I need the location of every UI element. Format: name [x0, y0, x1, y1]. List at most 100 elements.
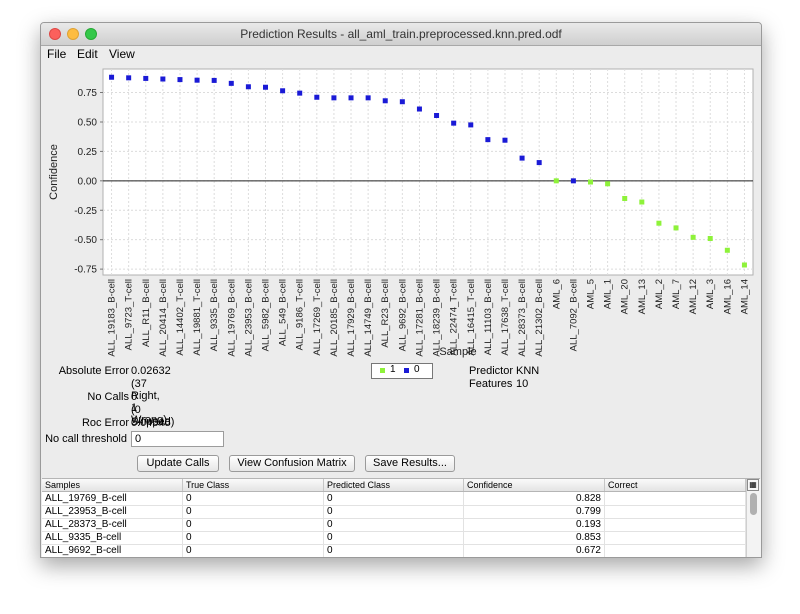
no-call-threshold-input[interactable]: 0	[131, 431, 224, 447]
column-header-correct[interactable]: Correct	[605, 479, 746, 491]
cell-true-class: 0	[183, 518, 324, 531]
predictor-label: Predictor	[469, 365, 514, 377]
x-tick-label: ALL_20185_B-cell	[329, 279, 340, 357]
view-confusion-matrix-button[interactable]: View Confusion Matrix	[229, 455, 355, 472]
data-point	[126, 75, 132, 81]
column-header-samples[interactable]: Samples	[42, 479, 183, 491]
roc-error-label: Roc Error	[81, 417, 129, 429]
cell-true-class: 0	[183, 544, 324, 557]
x-tick-label: AML_14	[739, 279, 750, 314]
features-label: Features	[469, 378, 513, 390]
column-control-icon[interactable]: ▦	[747, 479, 759, 491]
data-point	[485, 137, 491, 143]
data-point	[177, 77, 183, 83]
right-wrong-count: (37 Right, 1 Wrong)	[131, 378, 167, 426]
y-tick-label: -0.50	[74, 235, 97, 246]
x-tick-label: ALL_9335_B-cell	[209, 279, 220, 351]
table-scrollbar[interactable]	[746, 479, 761, 557]
data-point	[553, 178, 559, 184]
x-tick-label: ALL_21302_B-cell	[534, 279, 545, 357]
cell-confidence: 0.193	[464, 518, 605, 531]
y-tick-label: 0.50	[78, 117, 98, 128]
y-axis-label: Confidence	[48, 144, 60, 200]
x-tick-label: AML_6	[551, 279, 562, 309]
x-tick-label: AML_13	[637, 279, 648, 314]
update-calls-button[interactable]: Update Calls	[137, 455, 219, 472]
x-tick-label: ALL_20414_B-cell	[158, 279, 169, 357]
x-tick-label: ALL_19769_B-cell	[226, 279, 237, 357]
prediction-results-window: Prediction Results - all_aml_train.prepr…	[40, 22, 762, 558]
cell-predicted-class: 0	[324, 505, 464, 518]
table-row[interactable]: ALL_19769_B-cell 0 0 0.828	[42, 492, 746, 506]
data-point	[314, 94, 320, 100]
x-tick-label: ALL_28373_B-cell	[517, 279, 528, 357]
data-point	[690, 234, 696, 240]
cell-sample: ALL_28373_B-cell	[42, 518, 183, 531]
table-header: Samples True Class Predicted Class Confi…	[42, 479, 746, 492]
x-tick-label: ALL_23953_B-cell	[243, 279, 254, 357]
data-point	[365, 95, 371, 101]
skipped-count: (0 Skipped)	[131, 404, 175, 428]
legend-label-1: 1	[390, 364, 396, 375]
data-point	[348, 95, 354, 101]
menu-file[interactable]: File	[47, 47, 67, 61]
x-tick-label: ALL_7092_B-cell	[568, 279, 579, 351]
data-point	[109, 74, 115, 80]
data-point	[399, 99, 405, 105]
x-tick-label: AML_5	[586, 279, 597, 309]
no-call-threshold-label: No call threshold	[45, 433, 127, 445]
data-point	[434, 112, 440, 118]
data-point	[588, 179, 593, 185]
x-tick-label: ALL_17638_T-cell	[500, 279, 511, 356]
x-tick-label: ALL_5982_B-cell	[261, 279, 272, 351]
close-window-button[interactable]	[49, 28, 61, 40]
no-calls-label: No Calls	[87, 391, 129, 403]
table-row[interactable]: ALL_9335_B-cell 0 0 0.853	[42, 531, 746, 545]
absolute-error-value: 0.02632	[131, 365, 171, 377]
cell-predicted-class: 0	[324, 544, 464, 557]
data-point	[707, 236, 713, 242]
x-tick-label: AML_2	[654, 279, 665, 309]
data-point	[536, 160, 542, 166]
x-tick-label: ALL_19881_T-cell	[192, 279, 203, 356]
x-tick-label: ALL_R11_B-cell	[141, 279, 152, 347]
data-point	[468, 122, 474, 128]
data-point	[280, 88, 286, 94]
x-tick-label: ALL_549_B-cell	[278, 279, 289, 346]
column-header-confidence[interactable]: Confidence	[464, 479, 605, 491]
column-header-true-class[interactable]: True Class	[183, 479, 324, 491]
x-tick-label: ALL_9723_T-cell	[124, 279, 135, 350]
x-tick-label: AML_7	[671, 279, 682, 309]
x-tick-label: ALL_14402_T-cell	[175, 279, 186, 356]
table-row[interactable]: ALL_23953_B-cell 0 0 0.799	[42, 505, 746, 519]
save-results-button[interactable]: Save Results...	[365, 455, 455, 472]
x-tick-label: ALL_14749_B-cell	[363, 279, 374, 357]
cell-confidence: 0.799	[464, 505, 605, 518]
data-point	[673, 225, 679, 231]
data-point	[160, 76, 166, 82]
x-tick-label: ALL_22474_T-cell	[449, 279, 460, 356]
cell-correct	[605, 531, 746, 544]
table-row[interactable]: ALL_28373_B-cell 0 0 0.193	[42, 518, 746, 532]
data-point	[741, 262, 747, 268]
cell-predicted-class: 0	[324, 492, 464, 505]
menu-view[interactable]: View	[109, 47, 135, 61]
x-tick-label: AML_20	[620, 279, 631, 314]
cell-predicted-class: 0	[324, 531, 464, 544]
minimize-window-button[interactable]	[67, 28, 79, 40]
data-point	[639, 199, 645, 205]
table-scrollbar-thumb[interactable]	[750, 493, 757, 515]
data-point	[451, 120, 457, 126]
confidence-scatter-chart: 0.75 0.50 0.25 0.00 -0.25 -0.50 -0.75 Confidenc…	[48, 68, 754, 358]
cell-true-class: 0	[183, 492, 324, 505]
features-value: 10	[516, 378, 529, 390]
data-point	[331, 95, 337, 101]
x-tick-label: AML_16	[722, 279, 733, 314]
menu-edit[interactable]: Edit	[77, 47, 98, 61]
table-row[interactable]: ALL_9692_B-cell 0 0 0.672	[42, 544, 746, 557]
data-point	[194, 77, 200, 83]
column-header-predicted-class[interactable]: Predicted Class	[324, 479, 464, 491]
cell-correct	[605, 492, 746, 505]
data-point	[228, 80, 234, 86]
zoom-window-button[interactable]	[85, 28, 97, 40]
